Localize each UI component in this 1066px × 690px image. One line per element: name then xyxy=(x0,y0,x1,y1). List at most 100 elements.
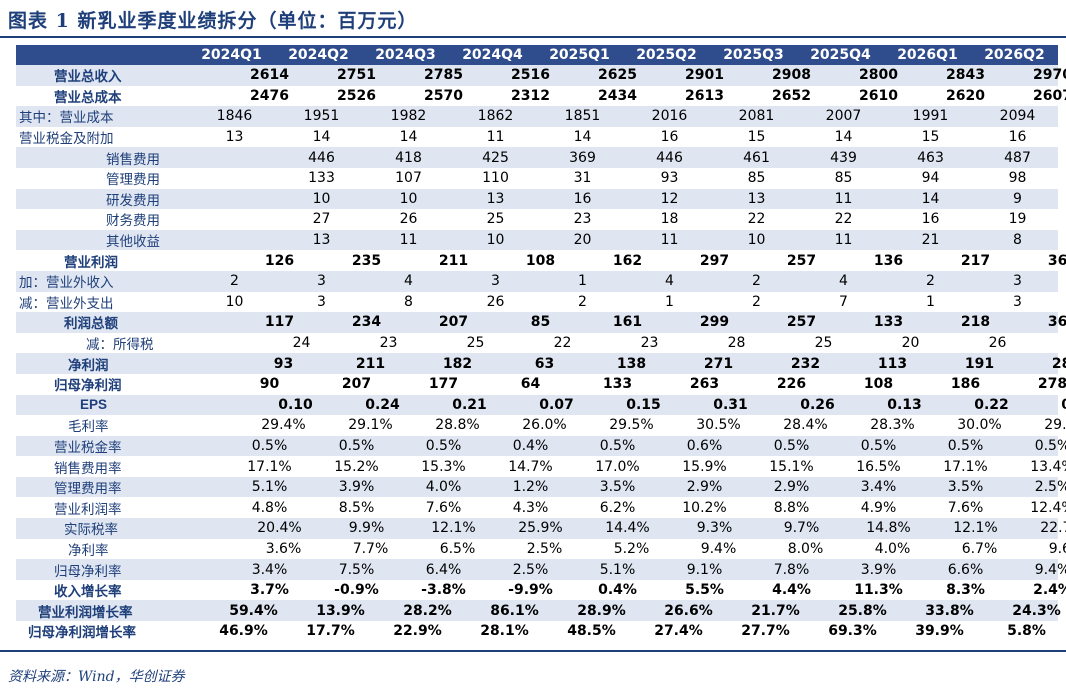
table-cell: 15 xyxy=(747,129,766,146)
table-cell: 218 xyxy=(960,314,991,331)
table-cell: 191 xyxy=(964,355,995,372)
table-row: 管理费用13310711031938585949874 xyxy=(16,168,1058,189)
table-cell: 3.9% xyxy=(338,479,375,496)
table-cell: 113 xyxy=(877,355,908,372)
row-label: 营业税金率 xyxy=(54,439,122,456)
table-cell: 20.4% xyxy=(257,520,302,537)
column-header: 2025Q4 xyxy=(810,47,871,63)
table-row: 收入增长率 3.7% -0.9% -3.8% -9.9% 0.4% 5.5% 4.4% 11.3… xyxy=(16,580,1066,601)
table-cell: 94 xyxy=(921,170,940,187)
table-cell: 4 xyxy=(404,273,413,290)
table-row: 销售费用446418425369446461439463487397 xyxy=(16,147,1058,168)
table-cell: 74 xyxy=(1061,170,1066,186)
table-row: 减：营业外支出 10 3 8 26 2 1 2 7 1 3 xyxy=(16,292,1058,313)
table-cell: 23 xyxy=(640,335,659,352)
table-cell: 24 xyxy=(292,335,311,352)
table-cell: 14.8% xyxy=(866,520,911,537)
table-cell: 2.5% xyxy=(1034,479,1066,496)
table-cell: 27 xyxy=(312,211,331,228)
table-cell: 2434 xyxy=(598,87,637,104)
table-row: 净利润 93 211 182 63 138 271 232 113 191 285 xyxy=(16,353,1066,374)
table-cell: 9.1% xyxy=(686,561,723,578)
table-cell: 2610 xyxy=(859,87,898,104)
table-cell: 25.9% xyxy=(518,520,563,537)
table-cell: 9.3% xyxy=(696,520,733,537)
table-cell: 9.4% xyxy=(1034,561,1066,578)
table-cell: 9 xyxy=(1061,191,1066,207)
table-cell: 14.7% xyxy=(508,458,553,475)
table-cell: 26 xyxy=(988,335,1007,352)
table-cell: 85 xyxy=(834,170,853,187)
table-cell: 9.7% xyxy=(783,520,820,537)
row-label: 归母净利润增长率 xyxy=(28,625,136,642)
table-row: 营业利润增长率 59.4% 13.9% 28.2% 86.1% 28.9% 26.6% 21.… xyxy=(16,600,1061,622)
table-cell: 1951 xyxy=(303,108,340,125)
table-cell: 11.3% xyxy=(854,582,903,599)
table-row: EPS 0.10 0.24 0.21 0.07 0.15 0.31 0.26 0.13 0.22 0… xyxy=(16,394,1066,416)
table-cell: 26 xyxy=(486,293,505,310)
table-row: 营业税金及附加 13 14 14 11 14 16 15 14 15 16 xyxy=(16,127,1058,148)
table-cell: 90 xyxy=(259,376,280,393)
table-cell: 39.9% xyxy=(915,623,964,640)
table-cell: 8.5% xyxy=(338,499,375,516)
row-label: 销售费用率 xyxy=(54,460,122,477)
table-cell: 25 xyxy=(486,211,505,228)
table-cell: 14 xyxy=(312,129,331,146)
table-cell: 2 xyxy=(578,293,587,310)
table-cell: 3.6% xyxy=(265,540,302,557)
table-cell: 4.9% xyxy=(860,499,897,516)
table-cell: 263 xyxy=(689,376,720,393)
table-cell: 2007 xyxy=(825,108,862,125)
table-cell: 117 xyxy=(264,314,295,331)
table-cell: 186 xyxy=(950,376,981,393)
table-cell: 425 xyxy=(482,149,509,166)
table-cell: 12.1% xyxy=(953,520,998,537)
table-cell: 0.4% xyxy=(598,582,637,599)
table-cell: 16 xyxy=(573,190,592,207)
table-cell: 14 xyxy=(921,190,940,207)
table-cell: 9.6% xyxy=(1048,540,1066,557)
table-cell: 133 xyxy=(308,170,335,187)
table-cell: 13 xyxy=(486,190,505,207)
table-cell: 1 xyxy=(926,293,935,310)
table-cell: 2843 xyxy=(946,67,985,84)
table-cell: 22.9% xyxy=(393,623,442,640)
table-cell: 28.1% xyxy=(480,623,529,640)
table-cell: 0.07 xyxy=(539,396,574,413)
row-label: 其他收益 xyxy=(106,234,160,251)
table-cell: 446 xyxy=(308,149,335,166)
table-cell: 8 xyxy=(404,293,413,310)
table-cell: 14 xyxy=(834,129,853,146)
table-cell: 2.5% xyxy=(526,540,563,557)
table-cell: 18 xyxy=(1061,211,1066,227)
table-cell: 487 xyxy=(1004,149,1031,166)
table-cell: 63 xyxy=(534,355,555,372)
table-cell: 16.5% xyxy=(856,458,901,475)
table-cell: 93 xyxy=(273,355,294,372)
table-cell: 234 xyxy=(351,314,382,331)
table-cell: -3.8% xyxy=(421,582,466,599)
table-cell: 3 xyxy=(317,293,326,310)
table-cell: 2016 xyxy=(651,108,688,125)
table-row: 加：营业外收入 2 3 4 3 1 4 2 4 2 3 xyxy=(16,270,1058,292)
table-cell: 8.3% xyxy=(946,582,985,599)
table-row: 归母净利率 3.4% 7.5% 6.4% 2.5% 5.1% 9.1% 7.8% 3.9% 6.6… xyxy=(16,559,1066,580)
table-cell: 439 xyxy=(830,149,857,166)
table-cell: 29.5% xyxy=(1044,417,1066,434)
column-header: 2024Q2 xyxy=(288,47,349,63)
row-label: 销售费用 xyxy=(106,151,160,168)
table-cell: 10.2% xyxy=(682,499,727,516)
table-cell: 0.5% xyxy=(599,437,636,454)
table-cell: 7.8% xyxy=(773,561,810,578)
table-cell: 7.6% xyxy=(947,499,984,516)
table-cell: 162 xyxy=(612,252,643,269)
table-cell: 23 xyxy=(573,211,592,228)
figure-title: 图表 1 新乳业季度业绩拆分（单位：百万元） xyxy=(8,10,418,32)
row-label: 研发费用 xyxy=(106,192,160,209)
table-cell: 211 xyxy=(438,252,469,269)
table-cell: 15.9% xyxy=(682,458,727,475)
row-label: EPS xyxy=(80,397,108,413)
table-cell: 48.5% xyxy=(567,623,616,640)
table-cell: 6.4% xyxy=(425,561,462,578)
table-cell: 2081 xyxy=(738,108,775,125)
